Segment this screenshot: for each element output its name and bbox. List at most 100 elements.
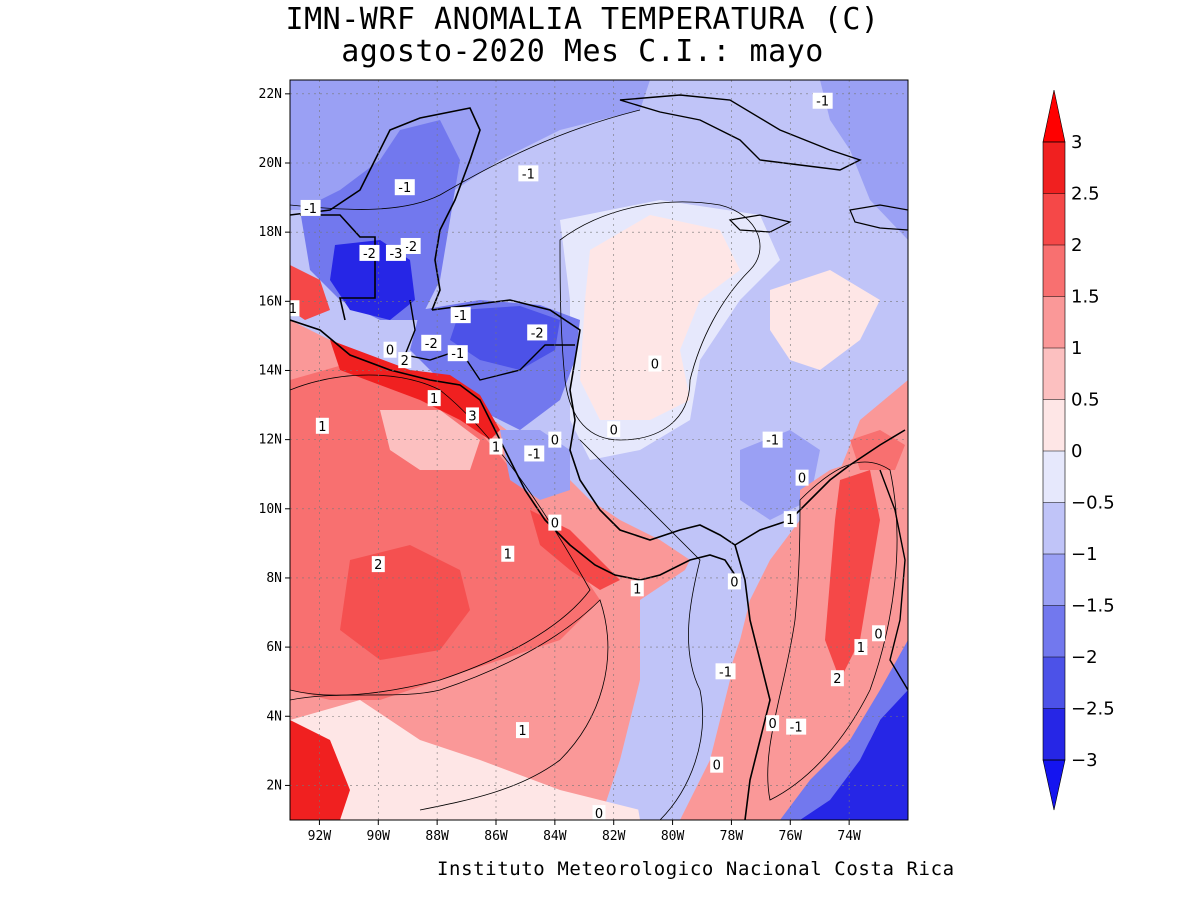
contour-label-box bbox=[383, 341, 397, 358]
contour-label-box bbox=[465, 407, 479, 424]
colorbar-swatch bbox=[1043, 451, 1065, 503]
lon-tick-label: 84W bbox=[543, 829, 567, 844]
contour-label: 1 bbox=[854, 639, 868, 656]
plot-frame bbox=[289, 79, 909, 821]
contour-label-text: -1 bbox=[398, 181, 411, 196]
contour-minus-one-gulf bbox=[290, 109, 641, 210]
colorbar-level-label: −1.5 bbox=[1071, 596, 1115, 617]
map-title: IMN-WRF ANOMALIA TEMPERATURA (C) bbox=[285, 2, 880, 37]
contour-label-box bbox=[524, 445, 545, 462]
mexico-gulf-coastline bbox=[290, 107, 481, 311]
contour-label-box bbox=[489, 438, 503, 455]
contour-label-text: -1 bbox=[816, 95, 829, 110]
colombia-coastline bbox=[734, 429, 906, 820]
contour-label-text: 0 bbox=[595, 807, 603, 822]
contour-label-text: 1 bbox=[492, 441, 500, 456]
contour-label-text: 2 bbox=[833, 672, 841, 687]
contour-andes bbox=[767, 461, 898, 801]
lon-tick-label: 74W bbox=[837, 829, 861, 844]
colorbar-level-label: −2.5 bbox=[1071, 699, 1115, 720]
contour-label-box bbox=[812, 92, 833, 109]
lon-tick-label: 90W bbox=[367, 829, 391, 844]
contour-label: 2 bbox=[398, 352, 412, 369]
contour-label: 1 bbox=[501, 545, 515, 563]
contour-label-text: 0 bbox=[874, 627, 882, 642]
contour-label-box bbox=[710, 756, 724, 773]
contour-label: 1 bbox=[630, 580, 644, 597]
contour-label-box bbox=[592, 805, 606, 820]
chiapas-warm-patch bbox=[290, 265, 330, 320]
contour-label: 0 bbox=[727, 573, 741, 590]
contour-zero-caribbean bbox=[559, 201, 761, 441]
contour-label-box bbox=[795, 469, 809, 486]
contour-label-box bbox=[371, 556, 385, 573]
lat-tick-label: 12N bbox=[259, 433, 282, 448]
contour-label: -1 bbox=[518, 165, 539, 182]
lat-tick-label: 4N bbox=[266, 709, 282, 724]
contour-label-text: -1 bbox=[454, 309, 467, 324]
contour-label-text: 2 bbox=[374, 558, 382, 573]
contour-label-text: 0 bbox=[651, 358, 659, 373]
contour-label-text: -2 bbox=[363, 247, 376, 262]
lon-tick-label: 78W bbox=[720, 829, 744, 844]
colorbar-level-label: −2 bbox=[1071, 647, 1098, 668]
llanos-cold-region bbox=[800, 680, 908, 820]
honduras-border bbox=[404, 299, 575, 381]
contour-label-box bbox=[398, 352, 412, 369]
contour-label: -1 bbox=[715, 663, 736, 680]
pacific-anomaly-15-core bbox=[340, 545, 470, 660]
contour-label-box bbox=[394, 179, 415, 196]
contour-label: 2 bbox=[830, 670, 844, 687]
contour-label-box bbox=[527, 324, 548, 341]
contour-label-text: -1 bbox=[522, 167, 535, 182]
contour-label-box bbox=[854, 639, 868, 656]
colorbar-swatch bbox=[1043, 399, 1065, 451]
lon-tick-label: 92W bbox=[308, 829, 332, 844]
jamaica-coastline bbox=[728, 214, 792, 233]
central-america-pacific-coast bbox=[290, 319, 736, 581]
contour-label: -2 bbox=[527, 324, 548, 341]
southeast-pacific-cool bbox=[630, 560, 740, 820]
pacific-south-anomaly-05 bbox=[290, 700, 660, 820]
colorbar-level-label: −0.5 bbox=[1071, 493, 1115, 514]
lon-tick-label: 76W bbox=[779, 829, 803, 844]
lat-tick-label: 6N bbox=[266, 640, 282, 655]
contour-label: 2 bbox=[371, 556, 385, 573]
contour-label: -1 bbox=[300, 199, 321, 217]
footer-credit: Instituto Meteorologico Nacional Costa R… bbox=[437, 858, 955, 880]
northeast-cool-patch bbox=[820, 80, 908, 240]
contour-label: -1 bbox=[786, 718, 807, 736]
contour-label: -3 bbox=[385, 244, 406, 262]
lon-tick-label: 86W bbox=[484, 829, 508, 844]
contour-label-text: -2 bbox=[425, 337, 438, 352]
colorbar-level-label: 0 bbox=[1071, 441, 1082, 462]
colorbar-under-arrow bbox=[1042, 759, 1066, 811]
contour-label-text: 0 bbox=[768, 717, 776, 732]
colorbar-level-label: 2 bbox=[1071, 235, 1082, 256]
guatemala-border bbox=[300, 214, 376, 321]
colorbar-level-label: 1.5 bbox=[1071, 287, 1100, 308]
contour-label-box bbox=[427, 390, 441, 407]
contour-one-pacific bbox=[290, 599, 609, 811]
lon-tick-label: 82W bbox=[602, 829, 626, 844]
colorbar-level-label: 1 bbox=[1071, 338, 1082, 359]
lat-tick-label: 14N bbox=[259, 363, 282, 378]
map-subtitle: agosto-2020 Mes C.I.: mayo bbox=[341, 34, 824, 69]
contour-label-text: 1 bbox=[318, 420, 326, 435]
graticule-lines bbox=[290, 80, 908, 820]
contour-label: 0 bbox=[648, 355, 662, 373]
contour-label-box bbox=[315, 417, 329, 434]
contour-label-box bbox=[501, 545, 515, 562]
andes-warm-core bbox=[825, 470, 880, 680]
cuba-coastline bbox=[619, 94, 862, 171]
lon-tick-label: 88W bbox=[425, 829, 449, 844]
contour-label: 1 bbox=[489, 438, 503, 456]
contour-zero-pacific bbox=[579, 439, 703, 820]
contour-label-box bbox=[762, 431, 783, 448]
contour-label: -2 bbox=[359, 244, 380, 262]
lat-tick-label: 10N bbox=[259, 502, 282, 517]
contour-label-box bbox=[872, 625, 886, 642]
contour-label: 0 bbox=[383, 341, 397, 359]
